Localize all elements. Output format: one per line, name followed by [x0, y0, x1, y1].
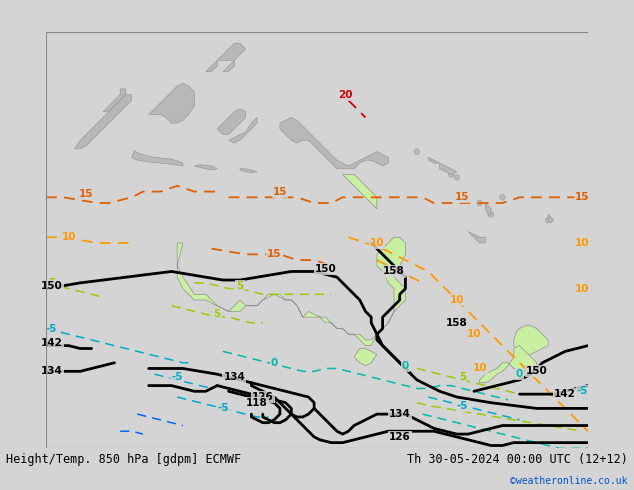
Circle shape	[454, 174, 460, 180]
Text: 158: 158	[446, 318, 468, 328]
Text: 10: 10	[575, 284, 590, 294]
Polygon shape	[240, 169, 257, 173]
Text: 158: 158	[383, 267, 405, 276]
Polygon shape	[514, 326, 548, 354]
Polygon shape	[206, 60, 217, 72]
Circle shape	[488, 212, 494, 217]
Polygon shape	[280, 118, 388, 169]
Circle shape	[414, 149, 420, 154]
Polygon shape	[428, 157, 439, 163]
Text: 10: 10	[467, 329, 481, 339]
Polygon shape	[217, 43, 246, 60]
Text: 10: 10	[472, 364, 487, 373]
Text: 150: 150	[314, 264, 337, 273]
Polygon shape	[468, 232, 485, 243]
Text: 10: 10	[61, 232, 76, 242]
Circle shape	[448, 172, 454, 177]
Text: 134: 134	[389, 409, 411, 419]
Text: -5: -5	[171, 372, 183, 382]
Polygon shape	[479, 345, 536, 383]
Polygon shape	[548, 215, 553, 223]
Text: 10: 10	[450, 295, 464, 305]
Text: 15: 15	[267, 249, 281, 259]
Polygon shape	[439, 163, 456, 174]
Text: 126: 126	[252, 392, 274, 402]
Polygon shape	[195, 165, 217, 170]
Text: 134: 134	[223, 372, 245, 382]
Text: 134: 134	[41, 367, 63, 376]
Polygon shape	[354, 348, 377, 366]
Text: Height/Temp. 850 hPa [gdpm] ECMWF: Height/Temp. 850 hPa [gdpm] ECMWF	[6, 452, 242, 466]
Text: -5: -5	[46, 323, 58, 334]
Text: 10: 10	[370, 238, 384, 248]
Text: 150: 150	[526, 367, 548, 376]
Text: 10: 10	[575, 238, 590, 248]
Text: 5: 5	[48, 278, 55, 288]
Text: -5: -5	[217, 403, 229, 414]
Text: 20: 20	[339, 90, 353, 99]
Text: 0: 0	[516, 369, 523, 379]
Circle shape	[477, 200, 482, 206]
Text: 126: 126	[389, 432, 411, 442]
Text: 0: 0	[271, 358, 278, 368]
Text: 142: 142	[41, 338, 63, 348]
Circle shape	[500, 195, 505, 200]
Text: 15: 15	[273, 187, 287, 196]
Text: 5: 5	[214, 309, 221, 319]
Text: 118: 118	[246, 398, 268, 408]
Polygon shape	[103, 89, 126, 112]
Polygon shape	[132, 150, 183, 166]
Text: Th 30-05-2024 00:00 UTC (12+12): Th 30-05-2024 00:00 UTC (12+12)	[407, 452, 628, 466]
Polygon shape	[229, 118, 257, 143]
Text: 5: 5	[236, 281, 243, 291]
Text: 5: 5	[459, 372, 466, 382]
Text: -5: -5	[456, 400, 469, 411]
Polygon shape	[75, 95, 132, 149]
Text: -5: -5	[576, 386, 588, 396]
Polygon shape	[342, 174, 377, 209]
Polygon shape	[149, 83, 195, 123]
Polygon shape	[178, 237, 405, 345]
Polygon shape	[217, 109, 246, 135]
Text: 142: 142	[554, 389, 576, 399]
Polygon shape	[485, 203, 491, 215]
Circle shape	[545, 217, 551, 223]
Text: 15: 15	[455, 192, 470, 202]
Text: 15: 15	[79, 190, 93, 199]
Polygon shape	[223, 60, 235, 72]
Text: 0: 0	[402, 361, 409, 370]
Text: 150: 150	[41, 281, 63, 291]
Text: 15: 15	[575, 192, 590, 202]
Text: ©weatheronline.co.uk: ©weatheronline.co.uk	[510, 476, 628, 486]
